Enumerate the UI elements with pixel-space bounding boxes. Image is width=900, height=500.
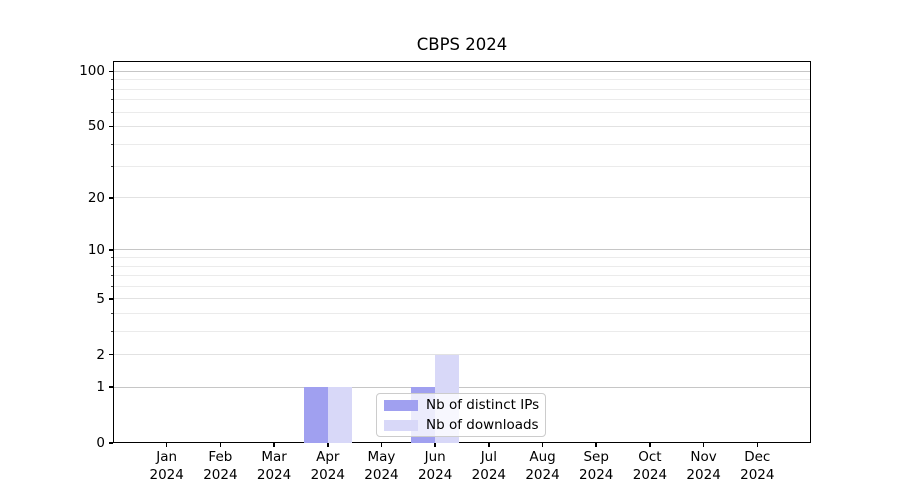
legend-label: Nb of downloads: [426, 417, 539, 433]
x-tick: [541, 443, 544, 447]
y-gridline: [113, 70, 811, 72]
y-tick-label: 5: [96, 290, 105, 307]
legend-swatch-distinct-ips: [384, 399, 418, 411]
legend-item-distinct-ips: Nb of distinct IPs: [384, 397, 545, 413]
y-gridline: [113, 197, 811, 199]
y-tick-label: 2: [96, 346, 105, 363]
x-tick-label: Nov 2024: [686, 449, 721, 483]
y-tick-label: 100: [79, 63, 105, 80]
x-tick-label: Oct 2024: [632, 449, 668, 483]
y-minor-tick: [110, 257, 113, 259]
y-tick: [109, 249, 113, 251]
y-tick-label: 50: [87, 118, 105, 135]
y-gridline: [113, 249, 811, 251]
y-minor-tick: [110, 330, 113, 332]
y-gridline-minor: [113, 88, 811, 90]
chart-title: CBPS 2024: [416, 35, 508, 54]
x-tick-label: Apr 2024: [310, 449, 345, 483]
y-tick-label: 1: [96, 379, 105, 396]
x-tick: [434, 443, 436, 447]
y-minor-tick: [110, 143, 113, 145]
x-tick: [219, 443, 222, 447]
legend-item-downloads: Nb of downloads: [384, 417, 545, 433]
x-tick-label: Dec 2024: [740, 449, 775, 483]
y-gridline-minor: [113, 285, 811, 287]
y-gridline-minor: [113, 143, 811, 145]
y-tick: [109, 298, 113, 300]
x-tick: [756, 443, 759, 447]
y-gridline: [113, 125, 811, 127]
y-gridline-minor: [113, 330, 811, 332]
x-tick-label: Sep 2024: [579, 449, 614, 483]
x-tick-label: May 2024: [364, 449, 399, 483]
y-tick-label: 0: [96, 435, 105, 451]
y-minor-tick: [110, 312, 113, 314]
x-tick-label: Feb 2024: [203, 449, 238, 483]
y-gridline-minor: [113, 111, 811, 113]
y-gridline-minor: [113, 166, 811, 168]
legend-swatch-downloads: [384, 419, 418, 431]
y-tick: [109, 70, 113, 73]
y-tick: [109, 442, 113, 444]
y-gridline-minor: [113, 257, 811, 259]
x-tick: [273, 443, 275, 447]
y-minor-tick: [110, 275, 113, 277]
x-tick: [380, 443, 383, 447]
bar-nb-of-distinct-ips: [303, 387, 328, 443]
x-tick-label: Jun 2024: [417, 449, 453, 483]
y-minor-tick: [110, 166, 113, 168]
y-minor-tick: [110, 111, 113, 113]
y-minor-tick: [110, 285, 113, 287]
x-tick: [595, 443, 597, 447]
y-gridline-minor: [113, 99, 811, 101]
y-minor-tick: [110, 79, 113, 81]
y-gridline: [113, 386, 811, 388]
y-tick-label: 20: [87, 189, 105, 206]
x-tick-label: Jan 2024: [149, 449, 184, 483]
x-tick: [702, 443, 705, 447]
y-tick-label: 10: [87, 241, 105, 258]
y-gridline-minor: [113, 312, 811, 314]
plot-border: [113, 61, 811, 443]
x-tick-label: Aug 2024: [525, 449, 560, 483]
x-tick-label: Mar 2024: [256, 449, 292, 483]
y-gridline-minor: [113, 79, 811, 81]
legend: Nb of distinct IPs Nb of downloads: [376, 393, 546, 437]
legend-label: Nb of distinct IPs: [426, 397, 540, 413]
y-gridline-minor: [113, 265, 811, 267]
y-minor-tick: [110, 265, 113, 267]
y-gridline-minor: [113, 275, 811, 277]
y-tick: [109, 353, 113, 356]
x-tick: [649, 443, 651, 447]
bar-nb-of-downloads: [327, 387, 352, 443]
y-tick: [109, 125, 113, 128]
x-tick-label: Jul 2024: [471, 449, 507, 483]
y-tick: [109, 386, 113, 388]
y-gridline: [113, 298, 811, 300]
y-minor-tick: [110, 99, 113, 101]
y-minor-tick: [110, 88, 113, 90]
x-tick: [165, 443, 168, 447]
y-gridline: [113, 354, 811, 356]
x-tick: [327, 443, 329, 447]
x-tick: [488, 443, 490, 447]
y-tick: [109, 197, 113, 199]
